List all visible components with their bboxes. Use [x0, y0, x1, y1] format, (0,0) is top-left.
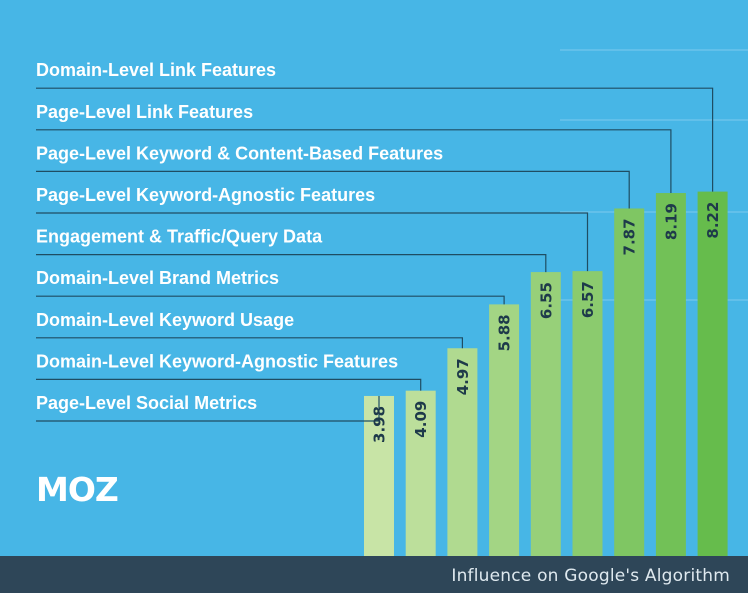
leader-line [36, 378, 422, 391]
value-label: 4.09 [412, 401, 430, 438]
category-label: Page-Level Keyword & Content-Based Featu… [36, 143, 443, 163]
value-label: 8.19 [662, 203, 680, 240]
category-label: Page-Level Social Metrics [36, 393, 257, 413]
leader-line [36, 129, 672, 194]
leader-line [36, 87, 714, 192]
bar [405, 390, 436, 556]
leader-line [36, 395, 380, 422]
leader-line [36, 337, 463, 349]
value-label: 8.22 [704, 202, 722, 239]
category-label: Domain-Level Link Features [36, 60, 276, 80]
value-label: 7.87 [621, 218, 639, 255]
category-label: Engagement & Traffic/Query Data [36, 227, 323, 247]
bar [447, 348, 478, 556]
category-label: Domain-Level Keyword Usage [36, 310, 294, 330]
value-label: 6.55 [537, 282, 555, 319]
bar [572, 271, 603, 556]
leader-line [36, 212, 589, 272]
value-label: 5.88 [496, 314, 514, 351]
category-label: Page-Level Link Features [36, 102, 253, 122]
bar [489, 304, 520, 556]
bar [364, 395, 394, 556]
value-label: 4.97 [454, 358, 472, 395]
footer-bar: Influence on Google's Algorithm [0, 556, 748, 593]
moz-logo: MOZ [36, 470, 119, 509]
category-label: Page-Level Keyword-Agnostic Features [36, 185, 375, 205]
leader-line [36, 170, 630, 209]
bar [697, 191, 728, 556]
leader-line [36, 295, 505, 305]
category-label: Domain-Level Brand Metrics [36, 268, 279, 288]
x-axis-caption: Influence on Google's Algorithm [451, 566, 730, 586]
value-label: 6.57 [579, 281, 597, 318]
category-label: Domain-Level Keyword-Agnostic Features [36, 351, 398, 371]
bar [655, 193, 686, 557]
leader-line [36, 254, 547, 273]
bar [530, 272, 561, 556]
bar [614, 208, 645, 556]
value-label: 3.98 [371, 406, 389, 443]
